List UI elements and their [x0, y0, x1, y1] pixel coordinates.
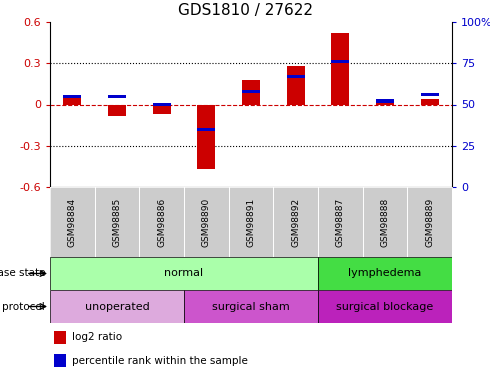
Bar	[331, 60, 349, 63]
Bar	[54, 354, 66, 367]
Bar	[287, 75, 305, 78]
Text: surgical blockage: surgical blockage	[336, 302, 434, 312]
Bar	[318, 290, 452, 323]
Text: protocol: protocol	[2, 302, 45, 312]
Bar	[331, 33, 349, 105]
Text: GSM98892: GSM98892	[291, 197, 300, 247]
Text: GSM98884: GSM98884	[68, 197, 77, 247]
Text: lymphedema: lymphedema	[348, 268, 422, 279]
Bar	[153, 105, 171, 114]
Bar	[197, 128, 215, 131]
Text: GSM98885: GSM98885	[113, 197, 122, 247]
Text: GSM98887: GSM98887	[336, 197, 345, 247]
Bar	[242, 80, 260, 105]
Text: surgical sham: surgical sham	[212, 302, 290, 312]
Bar	[421, 99, 439, 105]
Bar	[242, 90, 260, 93]
Bar	[376, 99, 394, 103]
Bar	[63, 94, 81, 98]
Bar	[50, 290, 184, 323]
Bar	[197, 105, 215, 169]
Text: GSM98889: GSM98889	[425, 197, 434, 247]
Text: unoperated: unoperated	[85, 302, 149, 312]
Text: log2 ratio: log2 ratio	[72, 332, 122, 342]
Bar	[108, 105, 126, 116]
Text: GSM98888: GSM98888	[381, 197, 390, 247]
Text: GSM98891: GSM98891	[246, 197, 255, 247]
Text: GSM98890: GSM98890	[202, 197, 211, 247]
Text: percentile rank within the sample: percentile rank within the sample	[72, 356, 248, 366]
Bar	[376, 102, 394, 105]
Bar	[318, 257, 452, 290]
Text: disease state: disease state	[0, 268, 45, 279]
Text: GSM98886: GSM98886	[157, 197, 166, 247]
Text: GDS1810 / 27622: GDS1810 / 27622	[177, 3, 313, 18]
Text: normal: normal	[165, 268, 203, 279]
Bar	[287, 66, 305, 105]
Bar	[54, 331, 66, 344]
Bar	[63, 98, 81, 105]
Bar	[50, 257, 318, 290]
Bar	[421, 93, 439, 96]
Bar	[108, 94, 126, 98]
Bar	[153, 103, 171, 106]
Bar	[184, 290, 318, 323]
